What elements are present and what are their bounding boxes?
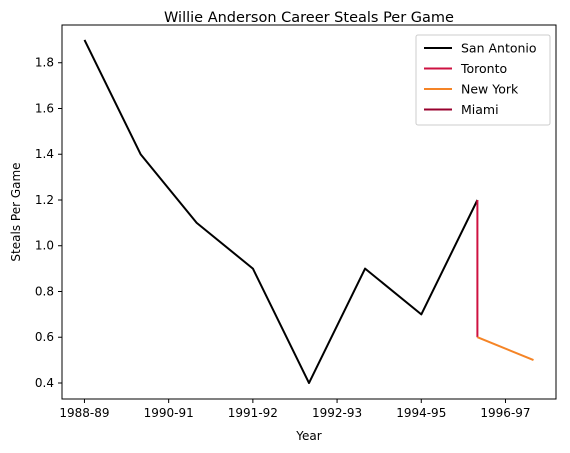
x-tick-label: 1996-97 <box>480 406 530 420</box>
x-tick-label: 1990-91 <box>144 406 194 420</box>
legend-entry-label: Miami <box>461 102 499 117</box>
plot-frame <box>61 24 557 400</box>
x-tick-label: 1988-89 <box>59 406 109 420</box>
plot-area <box>83 39 534 384</box>
legend-entry-label: New York <box>461 82 519 97</box>
x-tick-label: 1994-95 <box>396 406 446 420</box>
y-axis-title: Steals Per Game <box>9 162 23 261</box>
legend-entry-label: Toronto <box>460 61 507 76</box>
x-tick-label: 1991-92 <box>228 406 278 420</box>
x-tick-label: 1992-93 <box>312 406 362 420</box>
y-axis: 0.4 0.6 0.8 1.0 1.2 1.4 1.6 1.8 <box>35 56 62 390</box>
y-tick-label: 0.4 <box>35 376 54 390</box>
legend-entry-label: San Antonio <box>461 41 537 56</box>
series-line-3 <box>477 336 534 362</box>
x-axis: 1988-89 1990-91 1991-92 1992-93 1994-95 1996-… <box>59 399 531 420</box>
legend-box <box>415 34 551 126</box>
y-tick-label: 0.6 <box>35 330 54 344</box>
y-tick-label: 1.2 <box>35 193 54 207</box>
legend: San Antonio Toronto New York Miami <box>415 34 551 126</box>
y-tick-label: 1.4 <box>35 147 54 161</box>
chart-title: Willie Anderson Career Steals Per Game <box>164 10 454 26</box>
x-axis-title: Year <box>295 429 321 443</box>
y-tick-label: 0.8 <box>35 284 54 298</box>
y-tick-label: 1.8 <box>35 56 54 70</box>
series-line-1 <box>83 39 479 384</box>
y-tick-label: 1.0 <box>35 239 54 253</box>
y-tick-label: 1.6 <box>35 101 54 115</box>
